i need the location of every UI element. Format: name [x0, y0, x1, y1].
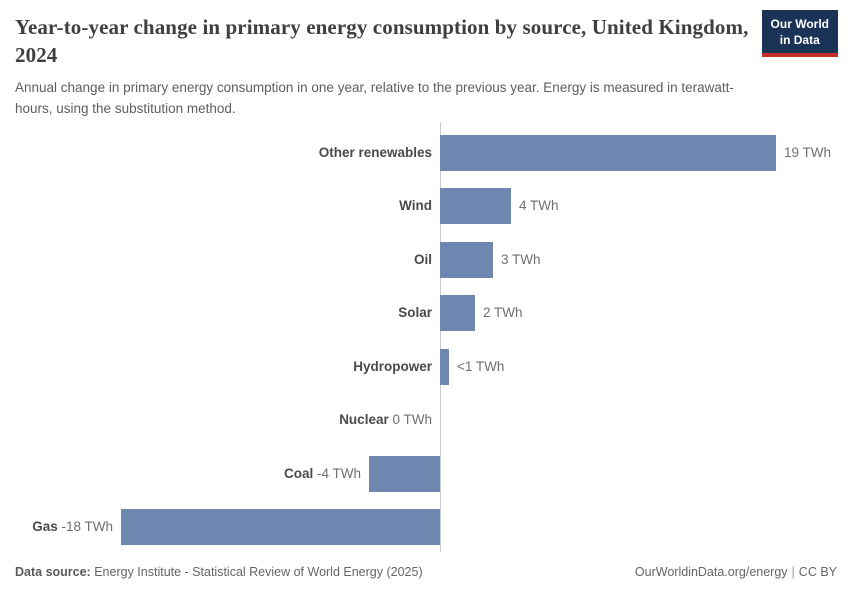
owid-logo[interactable]: Our World in Data — [761, 10, 838, 58]
value-label: 2 TWh — [483, 304, 523, 322]
value-text: -4 TWh — [316, 466, 361, 481]
data-source-note: Data source: Energy Institute - Statisti… — [15, 563, 423, 582]
value-text: 2 TWh — [483, 305, 523, 320]
value-label: <1 TWh — [457, 358, 504, 376]
category-text: Gas — [32, 519, 58, 534]
category-label: Wind — [399, 197, 432, 215]
page-title: Year-to-year change in primary energy co… — [15, 15, 749, 67]
category-text: Solar — [398, 305, 432, 320]
bar[interactable] — [440, 295, 475, 331]
owid-url-link[interactable]: OurWorldinData.org/energy — [634, 565, 788, 579]
category-label: Hydropower — [353, 358, 432, 376]
value-label: 19 TWh — [784, 144, 831, 162]
category-text: Wind — [399, 198, 432, 213]
value-label: 3 TWh — [501, 251, 541, 269]
license-label: CC BY — [798, 565, 837, 579]
category-label: Other renewables — [319, 144, 432, 162]
value-text: 4 TWh — [519, 198, 559, 213]
category-text: Oil — [413, 252, 432, 267]
chart-header: Year-to-year change in primary energy co… — [15, 10, 838, 119]
category-label: Solar — [398, 304, 432, 322]
footer-separator: | — [791, 565, 795, 579]
value-text: 0 TWh — [392, 412, 432, 427]
value-text: 3 TWh — [501, 252, 541, 267]
bar[interactable] — [440, 349, 449, 385]
category-label: Coal -4 TWh — [284, 465, 361, 483]
category-label: Nuclear 0 TWh — [339, 411, 432, 429]
page-subtitle: Annual change in primary energy consumpt… — [15, 80, 734, 116]
owid-logo-line2: in Data — [779, 32, 820, 47]
owid-logo-line1: Our World — [770, 17, 829, 31]
footer-credits: OurWorldinData.org/energy | CC BY — [635, 563, 837, 582]
bar[interactable] — [440, 188, 511, 224]
category-text: Nuclear — [339, 412, 389, 427]
value-label: 4 TWh — [519, 197, 559, 215]
data-source-value: Energy Institute - Statistical Review of… — [94, 565, 423, 579]
value-text: <1 TWh — [457, 359, 505, 374]
category-text: Hydropower — [353, 359, 432, 374]
bar[interactable] — [369, 456, 440, 492]
data-source-label: Data source: — [15, 565, 91, 579]
bar[interactable] — [121, 509, 440, 545]
bar[interactable] — [440, 135, 776, 171]
value-text: -18 TWh — [61, 519, 113, 534]
value-text: 19 TWh — [784, 145, 832, 160]
category-text: Coal — [283, 466, 314, 481]
bar-chart: Other renewables 19 TWh Wind 4 TWh Oil 3 TWh S… — [0, 122, 850, 552]
zero-axis-line — [440, 122, 441, 552]
category-label: Oil — [414, 251, 432, 269]
bar[interactable] — [440, 242, 493, 278]
category-text: Other renewables — [318, 145, 432, 160]
category-label: Gas -18 TWh — [32, 518, 113, 536]
chart-footer: Data source: Energy Institute - Statisti… — [15, 563, 837, 582]
